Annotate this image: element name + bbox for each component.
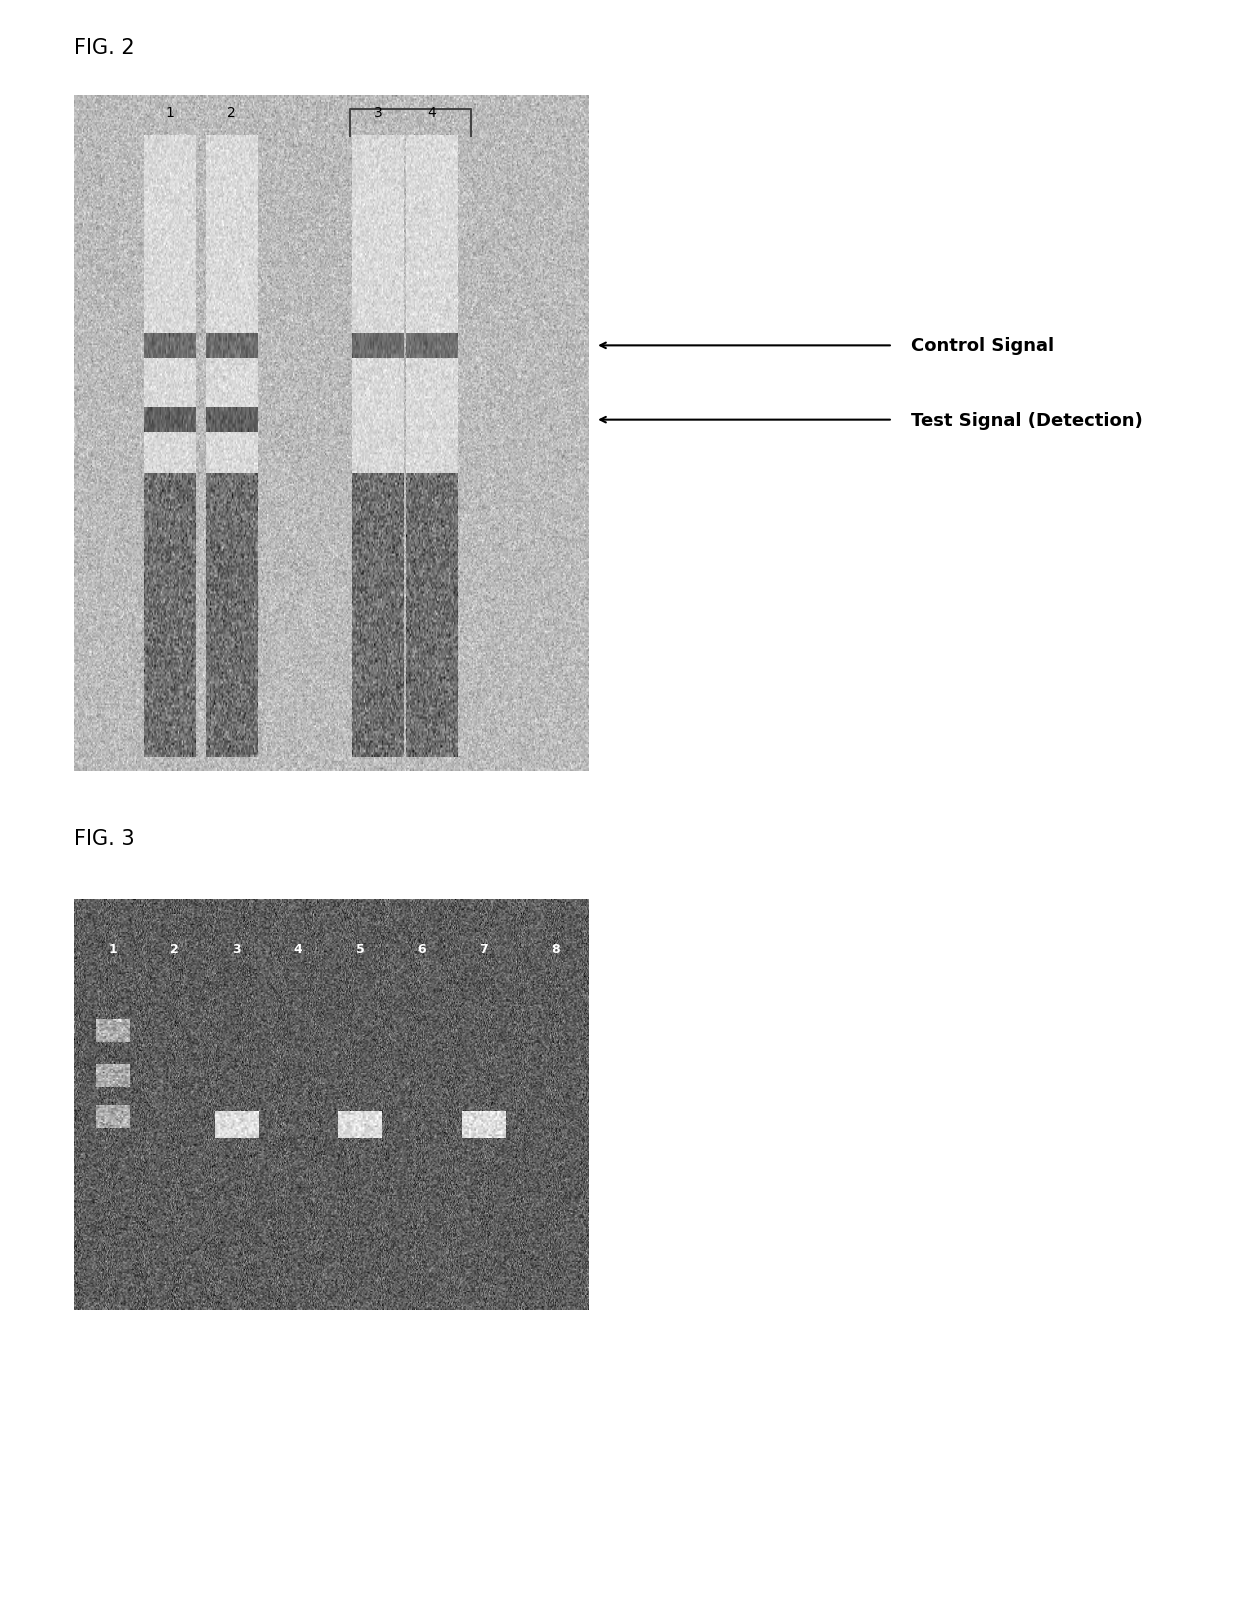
Text: 6: 6 (418, 943, 427, 956)
Text: FIG. 3: FIG. 3 (74, 829, 135, 848)
Text: Control Signal: Control Signal (911, 337, 1054, 355)
Text: 1: 1 (109, 943, 118, 956)
Text: 2: 2 (170, 943, 179, 956)
Text: 1: 1 (165, 106, 174, 121)
Text: 2: 2 (227, 106, 236, 121)
Text: 7: 7 (479, 943, 487, 956)
Text: 5: 5 (356, 943, 365, 956)
Text: 8: 8 (552, 943, 560, 956)
Text: 3: 3 (373, 106, 382, 121)
Text: Test Signal (Detection): Test Signal (Detection) (911, 411, 1143, 429)
Text: 4: 4 (294, 943, 303, 956)
Text: 3: 3 (232, 943, 241, 956)
Text: FIG. 2: FIG. 2 (74, 39, 135, 58)
Text: 4: 4 (428, 106, 436, 121)
